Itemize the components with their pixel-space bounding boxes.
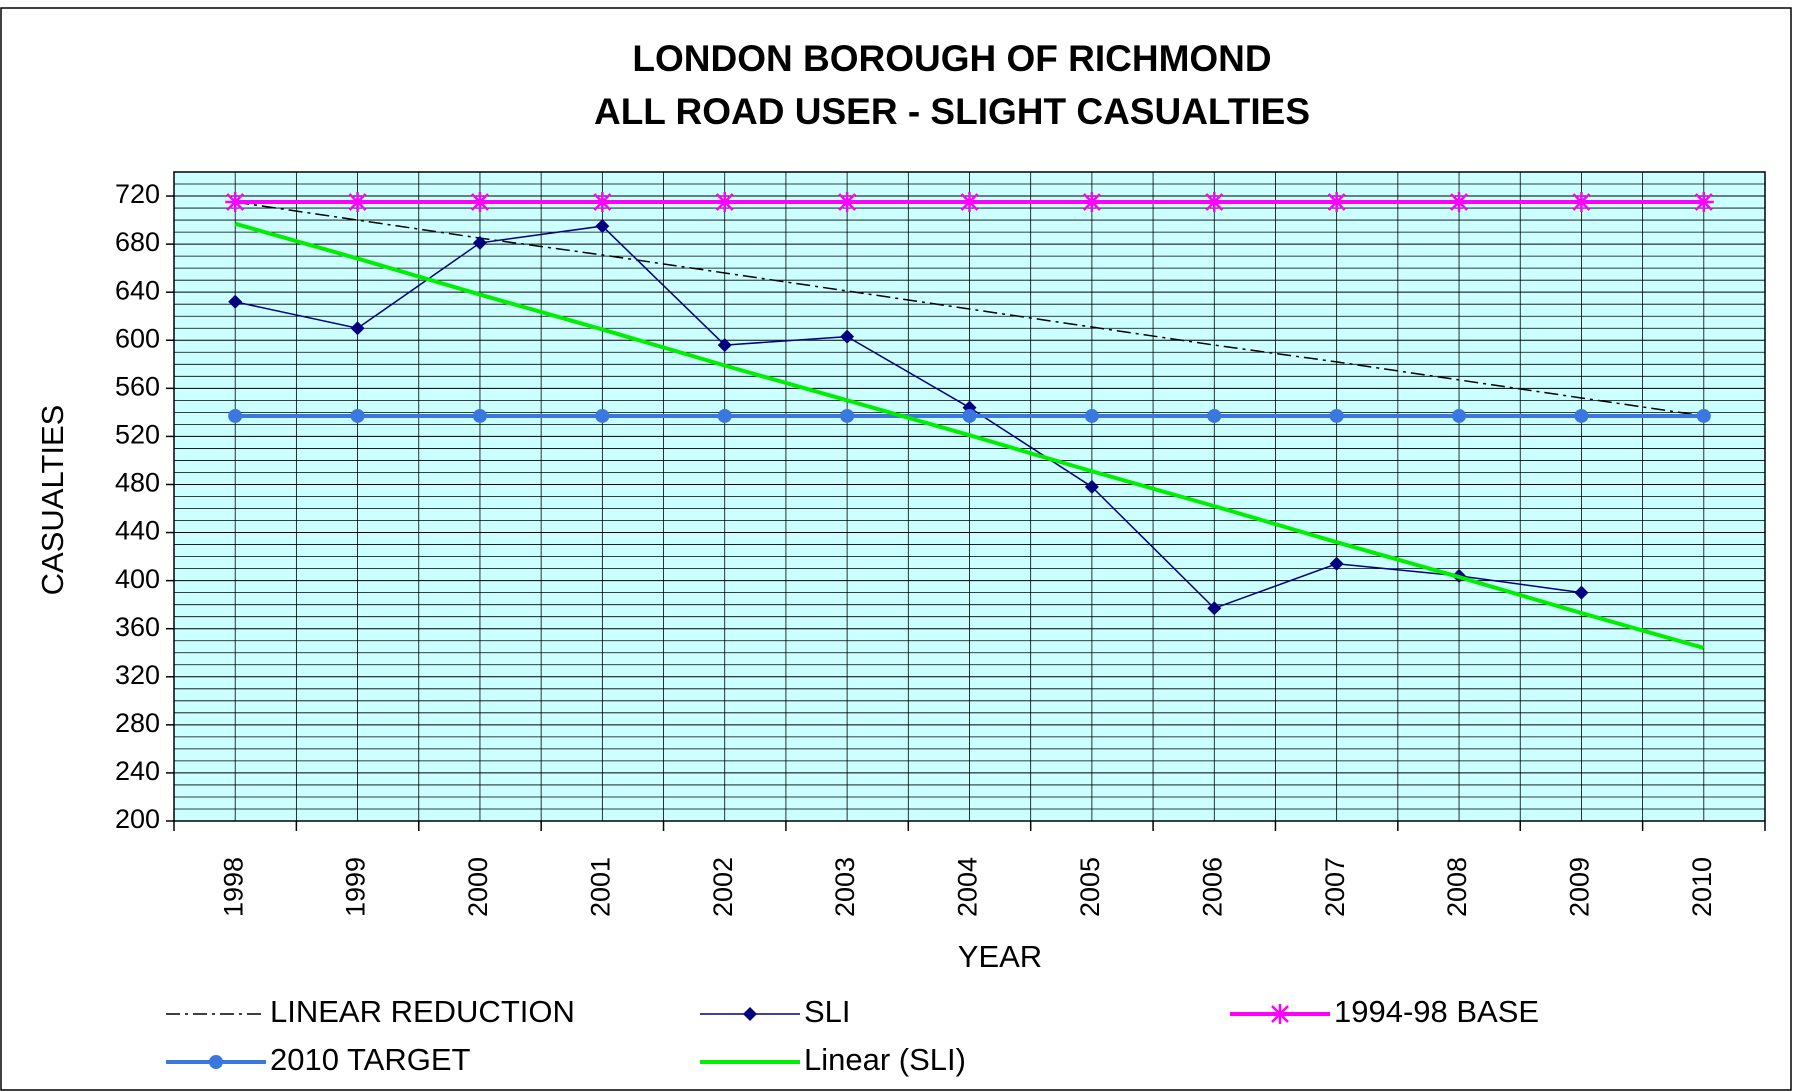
legend-item: Linear (SLI) xyxy=(700,1042,966,1077)
marker xyxy=(1081,192,1102,213)
marker xyxy=(469,192,490,213)
series-line xyxy=(235,225,1582,610)
marker xyxy=(350,408,365,423)
marker xyxy=(962,408,977,423)
marker xyxy=(472,408,487,423)
plot-frame xyxy=(173,171,1766,822)
marker xyxy=(472,235,487,250)
x-tick-label: 2004 xyxy=(953,857,983,917)
marker xyxy=(743,1007,757,1021)
marker xyxy=(714,192,735,213)
x-tick-label: 1998 xyxy=(218,857,248,917)
legend-label: SLI xyxy=(804,994,851,1029)
x-tick-label: 2006 xyxy=(1197,857,1227,917)
marker xyxy=(228,294,243,309)
marker xyxy=(1270,1004,1290,1024)
y-tick-label: 440 xyxy=(115,516,160,546)
marker xyxy=(1326,192,1347,213)
series xyxy=(234,221,1705,650)
marker xyxy=(350,321,365,336)
marker xyxy=(1207,408,1222,423)
y-tick-label: 400 xyxy=(115,564,160,594)
series xyxy=(228,408,1711,423)
x-tick-label: 2005 xyxy=(1075,857,1105,917)
marker xyxy=(1449,192,1470,213)
x-tick-label: 2002 xyxy=(708,857,738,917)
marker xyxy=(1084,408,1099,423)
y-tick-label: 280 xyxy=(115,708,160,738)
y-tick-label: 680 xyxy=(115,227,160,257)
y-tick-label: 560 xyxy=(115,371,160,401)
legend-item: 1994-98 BASE xyxy=(1230,994,1539,1029)
x-tick-label: 2003 xyxy=(830,857,860,917)
legend-item: 2010 TARGET xyxy=(166,1042,471,1077)
legend-label: LINEAR REDUCTION xyxy=(270,994,575,1029)
marker xyxy=(717,338,732,353)
marker xyxy=(595,219,610,234)
y-tick-label: 360 xyxy=(115,612,160,642)
marker xyxy=(209,1055,223,1069)
y-tick-label: 640 xyxy=(115,275,160,305)
y-tick-label: 520 xyxy=(115,420,160,450)
y-tick-label: 720 xyxy=(115,179,160,209)
marker xyxy=(592,192,613,213)
legend-item: LINEAR REDUCTION xyxy=(166,994,575,1029)
y-tick-label: 480 xyxy=(115,468,160,498)
marker xyxy=(228,408,243,423)
marker xyxy=(1574,585,1589,600)
marker xyxy=(837,192,858,213)
x-axis-label: YEAR xyxy=(958,939,1042,974)
legend-label: 1994-98 BASE xyxy=(1334,994,1539,1029)
marker xyxy=(595,408,610,423)
marker xyxy=(347,192,368,213)
y-tick-label: 600 xyxy=(115,323,160,353)
series xyxy=(225,192,1714,213)
legend-label: Linear (SLI) xyxy=(804,1042,966,1077)
chart-title: LONDON BOROUGH OF RICHMOND xyxy=(632,38,1271,79)
legend-label: 2010 TARGET xyxy=(270,1042,471,1077)
marker xyxy=(1084,479,1099,494)
marker xyxy=(1207,601,1222,616)
x-tick-label: 1999 xyxy=(341,857,371,917)
x-tick-label: 2009 xyxy=(1565,857,1595,917)
legend-item: SLI xyxy=(700,994,851,1029)
marker xyxy=(225,192,246,213)
x-tick-label: 2001 xyxy=(585,857,615,917)
marker xyxy=(1574,408,1589,423)
x-tick-label: 2007 xyxy=(1320,857,1350,917)
marker xyxy=(1696,408,1711,423)
marker xyxy=(840,408,855,423)
chart-title: ALL ROAD USER - SLIGHT CASUALTIES xyxy=(594,91,1310,132)
marker xyxy=(840,329,855,344)
x-tick-label: 2008 xyxy=(1442,857,1472,917)
marker xyxy=(1204,192,1225,213)
marker xyxy=(959,192,980,213)
marker xyxy=(1693,192,1714,213)
marker xyxy=(1571,192,1592,213)
y-tick-label: 320 xyxy=(115,660,160,690)
series-line xyxy=(234,221,1705,650)
marker xyxy=(1452,408,1467,423)
marker xyxy=(1329,556,1344,571)
marker xyxy=(1329,408,1344,423)
y-tick-label: 200 xyxy=(115,804,160,834)
y-axis-label: CASUALTIES xyxy=(35,405,70,596)
x-tick-label: 2010 xyxy=(1687,857,1717,917)
marker xyxy=(717,408,732,423)
y-tick-label: 240 xyxy=(115,756,160,786)
x-tick-label: 2000 xyxy=(463,857,493,917)
